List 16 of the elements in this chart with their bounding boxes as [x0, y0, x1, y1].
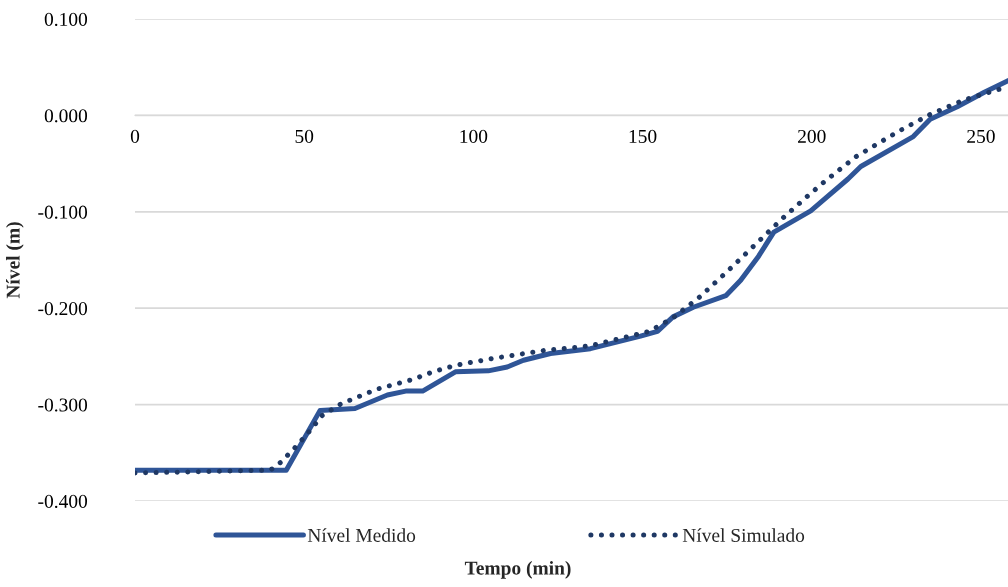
- y-tick-label: 0.100: [44, 12, 88, 27]
- x-tick-label: 50: [295, 129, 314, 143]
- x-axis-title: Tempo (min): [464, 561, 571, 579]
- x-tick-label: 250: [967, 129, 995, 143]
- y-tick-label: 0.000: [44, 109, 88, 123]
- legend-label: Nível Simulado: [682, 528, 805, 542]
- x-tick-label: 0: [130, 129, 140, 143]
- x-tick-label: 150: [629, 129, 657, 143]
- legend-label: Nível Medido: [307, 528, 416, 542]
- y-tick-label: -0.400: [38, 494, 88, 509]
- y-tick-label: -0.100: [38, 205, 88, 219]
- x-tick-label: 100: [460, 129, 488, 143]
- x-tick-label: 200: [798, 129, 826, 143]
- y-axis-title: Nível (m): [6, 222, 24, 299]
- y-tick-label: -0.300: [38, 398, 88, 412]
- y-tick-label: -0.200: [38, 302, 88, 316]
